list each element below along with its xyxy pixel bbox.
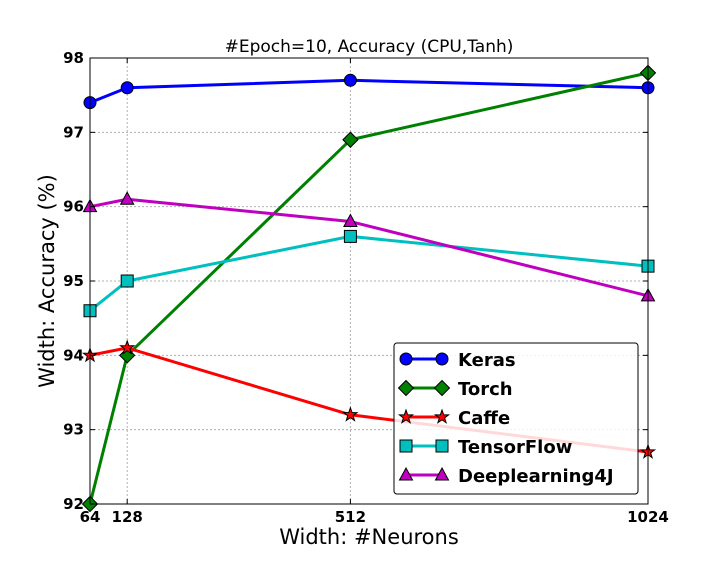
legend-marker [397,408,415,424]
data-point [119,191,135,205]
data-point [343,229,357,243]
x-axis-label: Width: #Neurons [279,525,459,549]
legend-entry: Caffe [397,408,510,429]
legend-marker [398,466,414,481]
series-deeplearning4j [82,191,656,302]
legend-label: Caffe [458,408,510,429]
series-tensorflow [83,229,655,318]
legend-marker [433,408,451,424]
x-tick-label: 512 [335,508,366,526]
series-line [89,78,649,104]
legend-marker [435,352,449,366]
series-line [88,71,649,505]
data-point [343,73,357,87]
series-line [89,234,649,312]
data-point [342,406,359,422]
data-point [119,339,136,355]
data-point [342,131,359,148]
data-point [343,213,358,228]
legend-marker [434,466,450,481]
y-tick-label: 98 [63,49,84,67]
data-point [120,81,134,95]
legend-entry: Deeplearning4J [398,466,614,487]
x-tick-label: 64 [80,508,101,526]
legend-label: TensorFlow [458,437,572,458]
legend-entry: Keras [399,350,516,371]
y-tick-label: 96 [63,198,84,216]
legend-box [393,342,639,495]
series-line [89,197,649,298]
legend-marker [399,352,413,366]
legend-marker [397,379,415,397]
legend-marker [435,439,449,453]
legend-label: Deeplearning4J [458,466,614,487]
legend-label: Torch [458,379,513,400]
y-tick-label: 95 [63,272,84,290]
legend-entry: TensorFlow [399,437,572,458]
y-tick-label: 92 [63,495,84,513]
legend-marker [399,439,413,453]
legend-entry: Torch [397,379,513,400]
y-tick-label: 97 [63,123,84,141]
legend-marker [433,379,451,397]
y-tick-label: 94 [63,346,84,364]
y-axis-label: Width: Accuracy (%) [35,174,59,388]
x-tick-label: 128 [112,508,143,526]
data-point [120,274,134,288]
legend: Keras Torch Caffe TensorFlow Deeplearning4J [393,342,639,495]
legend-label: Keras [458,350,516,371]
ticks: 92 93 94 95 96 97 98 64 128 512 1024 [63,49,669,526]
y-tick-label: 93 [63,421,84,439]
x-tick-label: 1024 [627,508,669,526]
series-keras [83,73,655,110]
chart-title: #Epoch=10, Accuracy (CPU,Tanh) [225,37,514,57]
